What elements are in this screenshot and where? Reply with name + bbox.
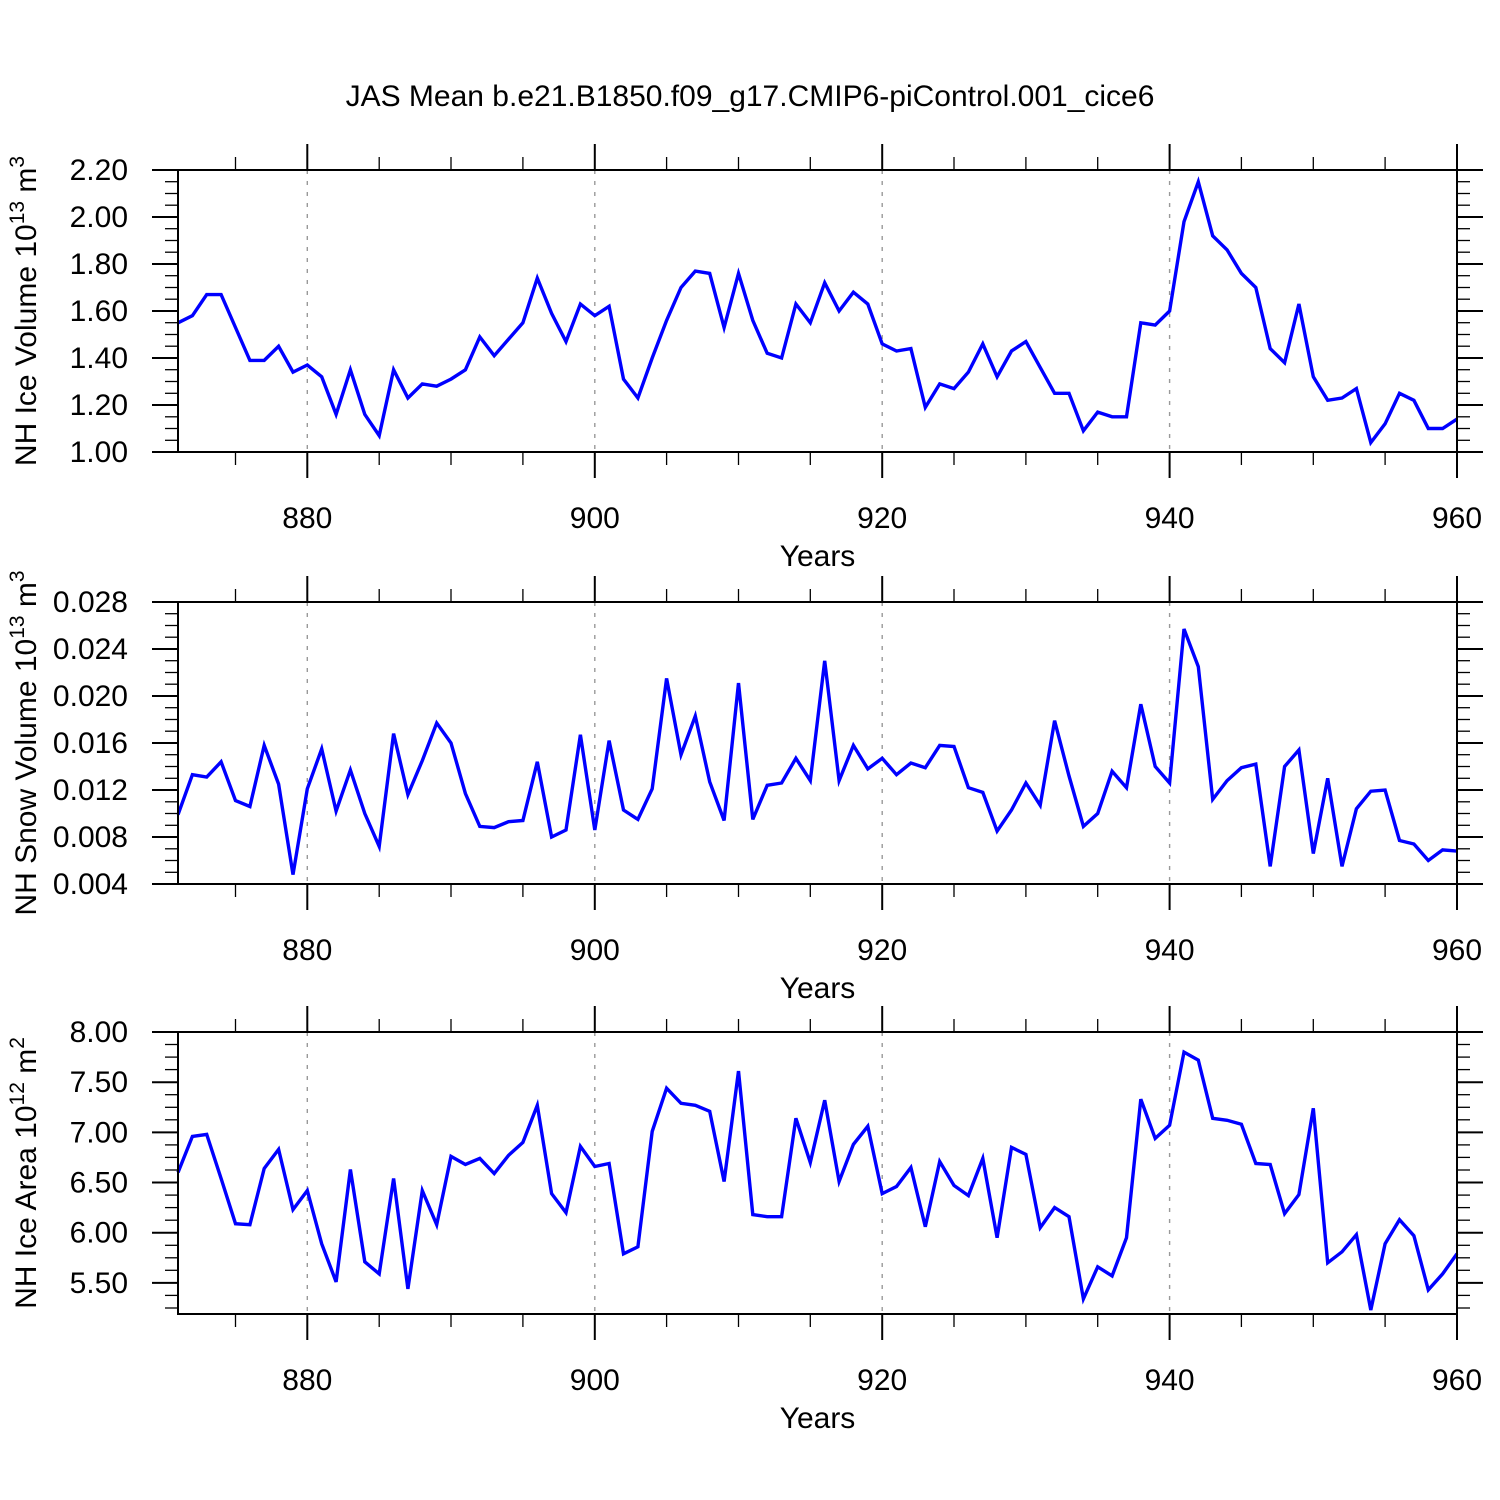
y-tick-label: 1.00 [70,436,128,469]
y-tick-label: 1.80 [70,248,128,281]
x-axis-label: Years [780,540,856,573]
y-tick-label: 2.20 [70,154,128,187]
y-tick-label: 0.020 [53,680,128,713]
chart-title: JAS Mean b.e21.B1850.f09_g17.CMIP6-piCon… [345,80,1155,113]
nh-ice-area-series-line [176,1049,1459,1311]
plot-frame [177,169,1458,453]
y-tick-label: 7.50 [70,1066,128,1099]
panel-nh-snow-volume: 880 900 920 940 960 0.004 0.008 0.012 0.016 0.020… [6,570,1483,1005]
y-tick-label: 1.20 [70,389,128,422]
nh-snow-volume-series-line [176,628,1458,875]
y-tick-label: 6.50 [70,1167,128,1200]
y-axis-label: NH Ice Volume 1013 m3 [6,156,43,466]
x-tick-label: 900 [570,1364,620,1397]
plot-frame [177,1031,1458,1315]
x-tick-label: 880 [282,1364,332,1397]
y-tick-label: 6.00 [70,1217,128,1250]
panel-nh-ice-volume: 880 900 920 940 960 1.00 1.20 1.40 1.60 1.80 2.00 2… [6,144,1483,573]
y-tick-label: 7.00 [70,1116,128,1149]
x-tick-label: 920 [857,934,907,967]
y-tick-label: 1.40 [70,342,128,375]
y-tick-label: 5.50 [70,1267,128,1300]
x-tick-label: 940 [1145,502,1195,535]
y-axis-label: NH Snow Volume 1013 m3 [6,570,43,915]
x-tick-label: 940 [1145,1364,1195,1397]
y-tick-label: 1.60 [70,295,128,328]
y-tick-label: 0.008 [53,821,128,854]
x-tick-label: 920 [857,1364,907,1397]
x-tick-label: 880 [282,502,332,535]
y-axis-label: NH Ice Area 1012 m2 [6,1037,43,1309]
x-tick-label: 960 [1432,1364,1482,1397]
y-tick-label: 8.00 [70,1016,128,1049]
x-tick-label: 880 [282,934,332,967]
y-tick-label: 0.004 [53,868,128,901]
y-tick-label: 0.016 [53,727,128,760]
y-tick-label: 0.012 [53,774,128,807]
x-tick-label: 960 [1432,934,1482,967]
panel-nh-ice-area: 880 900 920 940 960 5.50 6.00 6.50 7.00 7.50 8.00 Y… [6,1006,1483,1435]
x-tick-label: 900 [570,502,620,535]
x-tick-label: 940 [1145,934,1195,967]
x-tick-label: 920 [857,502,907,535]
y-tick-label: 2.00 [70,201,128,234]
x-tick-label: 900 [570,934,620,967]
x-axis-label: Years [780,1402,856,1435]
y-tick-label: 0.024 [53,633,128,666]
nh-ice-volume-series-line [177,176,1458,447]
y-tick-label: 0.028 [53,586,128,619]
x-tick-label: 960 [1432,502,1482,535]
x-axis-label: Years [780,972,856,1005]
